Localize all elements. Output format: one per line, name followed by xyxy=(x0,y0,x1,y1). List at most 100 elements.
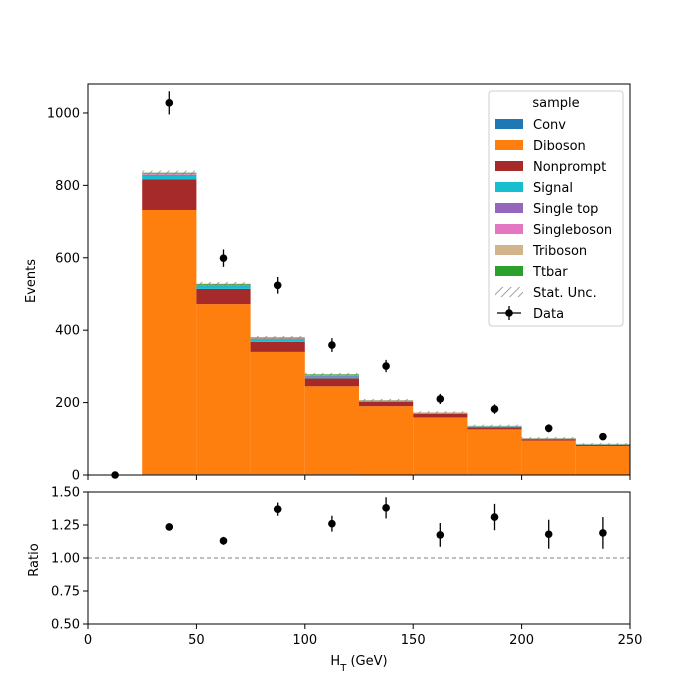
stat-uncertainty-band xyxy=(142,170,630,446)
ratio-point xyxy=(544,530,553,539)
legend-label-single-top: Single top xyxy=(533,202,598,217)
data-point xyxy=(436,395,445,403)
bar-singleboson xyxy=(304,375,359,377)
bar-nonprompt xyxy=(413,413,468,418)
main-y-axis-label: Events xyxy=(24,259,39,303)
ratio-x-ticks: 0 50 100 150 200 250 xyxy=(84,624,643,648)
legend-data-marker xyxy=(505,309,513,317)
data-points xyxy=(111,91,607,479)
stat-unc-hatch xyxy=(413,411,468,414)
x-tick-label: 0 xyxy=(84,633,92,648)
legend-label-ttbar: Ttbar xyxy=(532,265,568,280)
ratio-point xyxy=(165,523,174,531)
bar-diboson xyxy=(142,209,197,475)
legend-swatch-conv xyxy=(495,119,523,129)
bar-nonprompt xyxy=(142,179,197,210)
y-tick-label: 200 xyxy=(55,396,80,411)
data-point xyxy=(382,362,390,370)
bar-diboson xyxy=(359,406,414,475)
x-axis-label-subscript: T xyxy=(339,663,347,674)
x-tick-label: 200 xyxy=(509,633,534,648)
legend-label-signal: Signal xyxy=(533,181,573,196)
y-tick-label: 1000 xyxy=(47,106,80,121)
bar-diboson xyxy=(250,351,305,475)
ratio-y-tick-label: 1.00 xyxy=(51,552,80,567)
bar-nonprompt xyxy=(521,439,576,441)
bar-nonprompt xyxy=(359,401,414,407)
legend-label-conv: Conv xyxy=(533,118,566,133)
bar-nonprompt xyxy=(304,378,359,387)
y-tick-label: 400 xyxy=(55,324,80,339)
bar-nonprompt xyxy=(467,427,522,430)
main-axes-frame xyxy=(87,83,631,476)
x-axis-label: HT (GeV) xyxy=(330,654,387,674)
data-point xyxy=(165,99,174,107)
legend-swatch-stat-unc xyxy=(495,287,523,297)
data-point xyxy=(490,405,499,413)
ratio-point xyxy=(436,531,445,539)
x-axis-label-main: H xyxy=(330,654,340,669)
ratio-point xyxy=(599,529,607,537)
stat-unc-hatch xyxy=(575,443,630,446)
data-point xyxy=(328,341,336,349)
data-point xyxy=(544,424,553,433)
main-y-ticks: 0 200 400 600 800 1000 xyxy=(47,106,88,484)
ratio-points xyxy=(165,497,607,549)
legend-label-diboson: Diboson xyxy=(533,139,586,154)
bar-signal xyxy=(304,376,359,379)
ratio-point xyxy=(382,504,390,512)
stat-unc-hatch xyxy=(521,436,576,440)
ratio-point xyxy=(490,513,499,521)
ratio-y-axis-label: Ratio xyxy=(27,543,42,576)
stat-unc-hatch xyxy=(467,424,522,427)
y-tick-label: 0 xyxy=(72,469,80,484)
x-tick-label: 50 xyxy=(188,633,205,648)
x-tick-label: 100 xyxy=(292,633,317,648)
legend-swatch-diboson xyxy=(495,140,523,150)
bar-diboson xyxy=(196,304,251,475)
bar-diboson xyxy=(304,386,359,475)
bar-singleboson xyxy=(250,338,305,340)
legend-swatch-signal xyxy=(495,182,523,192)
ratio-y-tick-label: 0.75 xyxy=(51,585,80,600)
ratio-panel: 0.50 0.75 1.00 1.25 1.50 0 50 100 150 200 250 Rat… xyxy=(27,486,642,674)
ratio-point xyxy=(219,537,228,545)
legend-swatch-nonprompt xyxy=(495,161,523,171)
bar-diboson xyxy=(413,417,468,475)
bar-signal xyxy=(142,174,197,180)
x-tick-label: 250 xyxy=(618,633,643,648)
legend-label-stat-unc: Stat. Unc. xyxy=(533,286,597,301)
bar-diboson xyxy=(467,429,522,475)
ratio-y-tick-label: 0.50 xyxy=(51,618,80,633)
bar-nonprompt xyxy=(196,288,251,305)
x-tick-label: 150 xyxy=(401,633,426,648)
bar-diboson xyxy=(575,446,630,475)
stat-unc-hatch xyxy=(142,170,197,175)
stat-unc-hatch xyxy=(359,398,414,402)
main-x-ticks xyxy=(87,475,631,480)
main-panel: 0 200 400 600 800 1000 Events sample Conv Dibos… xyxy=(24,83,631,484)
legend-label-singleboson: Singleboson xyxy=(533,223,612,238)
legend-swatch-ttbar xyxy=(495,266,523,276)
legend-title: sample xyxy=(532,96,579,111)
legend-swatch-singleboson xyxy=(495,224,523,234)
legend-label-data: Data xyxy=(533,307,564,322)
legend-label-triboson: Triboson xyxy=(532,244,587,259)
ratio-y-tick-label: 1.50 xyxy=(51,486,80,501)
bar-signal xyxy=(196,285,251,289)
legend-swatch-triboson xyxy=(495,245,523,255)
legend-swatch-single-top xyxy=(495,203,523,213)
data-point xyxy=(273,281,282,290)
stat-unc-hatch xyxy=(196,282,251,286)
stat-unc-hatch xyxy=(304,372,359,376)
bar-nonprompt xyxy=(575,444,630,447)
y-tick-label: 800 xyxy=(55,179,80,194)
ratio-y-tick-label: 1.25 xyxy=(51,519,80,534)
bar-nonprompt xyxy=(250,341,305,352)
stat-unc-hatch xyxy=(250,335,305,339)
ratio-point xyxy=(328,519,336,528)
stacked-histogram xyxy=(142,172,630,476)
ratio-y-ticks: 0.50 0.75 1.00 1.25 1.50 xyxy=(51,486,88,633)
bar-signal xyxy=(250,339,305,342)
